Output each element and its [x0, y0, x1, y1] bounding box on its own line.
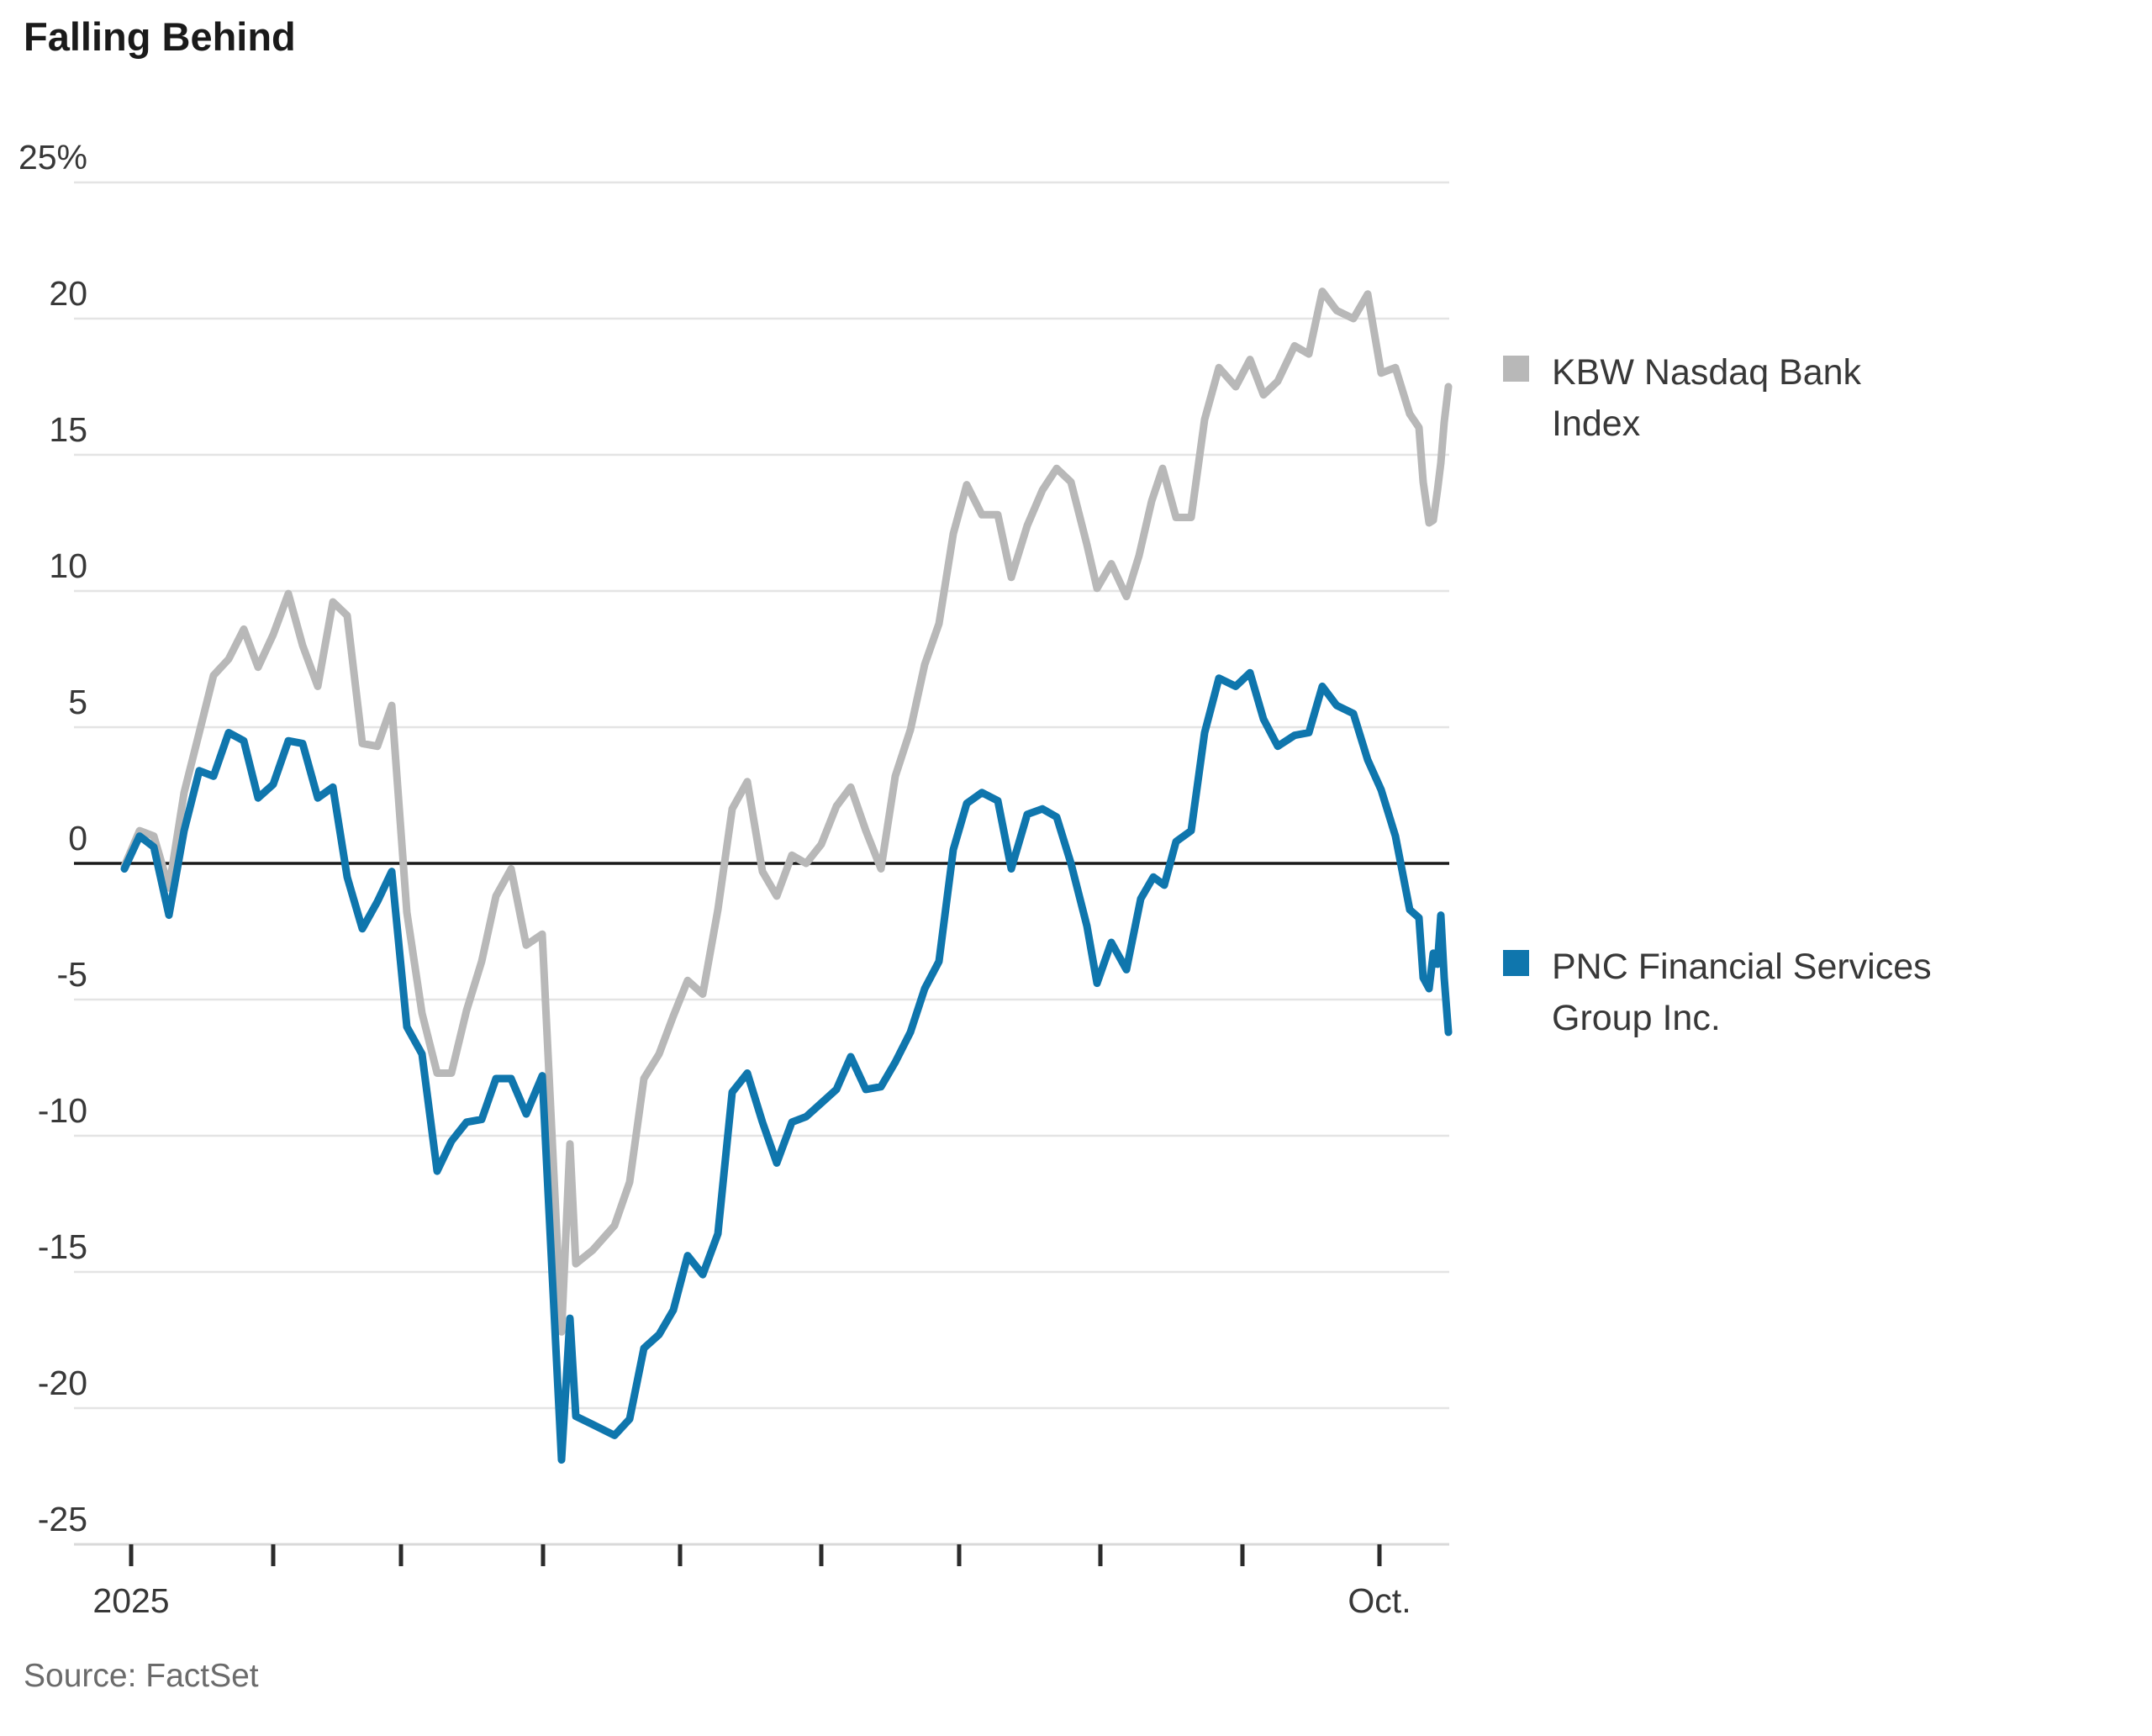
y-axis-label-5: 5 [68, 683, 87, 721]
y-axis-label-20: 20 [49, 274, 87, 313]
legend-entry-kbw: KBW Nasdaq Bank Index [1503, 347, 1955, 450]
y-axis-label--25: -25 [38, 1500, 87, 1538]
y-axis-label-0: 0 [68, 819, 87, 857]
y-axis-label--20: -20 [38, 1364, 87, 1402]
y-axis-label-10: 10 [49, 546, 87, 585]
y-axis-label--10: -10 [38, 1091, 87, 1130]
legend-entry-pnc: PNC Financial Services Group Inc. [1503, 942, 1955, 1044]
y-axis-label-25: 25% [18, 138, 87, 177]
legend-label-kbw: KBW Nasdaq Bank Index [1552, 352, 1862, 445]
series-line-pnc [120, 668, 1453, 1464]
y-axis-label--15: -15 [38, 1227, 87, 1266]
y-axis-label--5: -5 [57, 955, 87, 994]
legend-label-pnc: PNC Financial Services Group Inc. [1552, 947, 1932, 1039]
legend-swatch-pnc [1503, 950, 1529, 976]
source-attribution: Source: FactSet [24, 1658, 259, 1694]
x-axis-label-Oct.: Oct. [1348, 1581, 1411, 1620]
chart-title: Falling Behind [24, 14, 296, 59]
y-axis-label-15: 15 [49, 410, 87, 449]
x-axis-label-2025: 2025 [92, 1581, 169, 1620]
legend-swatch-kbw [1503, 356, 1529, 382]
series-line-kbw [120, 288, 1453, 1336]
